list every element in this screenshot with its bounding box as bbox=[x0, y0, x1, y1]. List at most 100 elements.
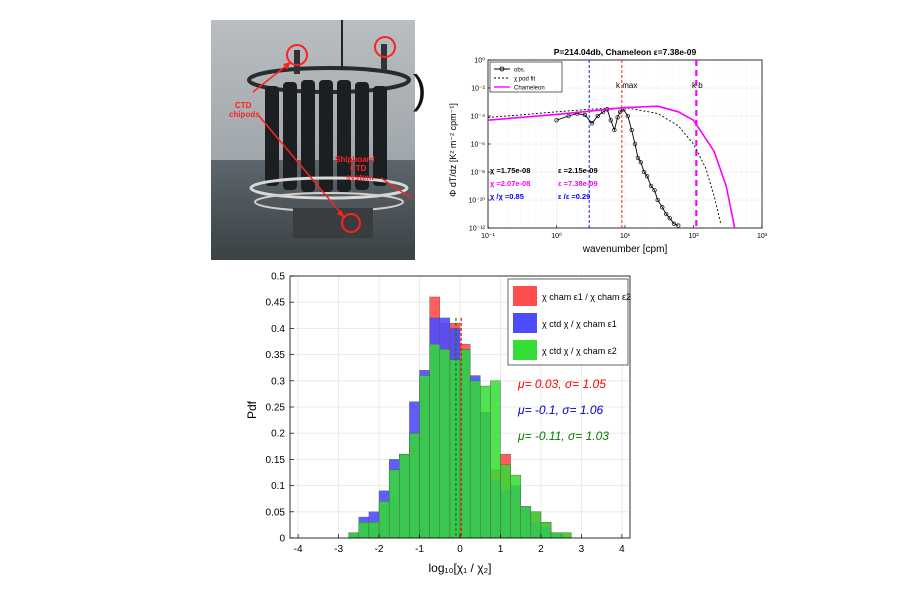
histogram-y-label: Pdf bbox=[245, 400, 259, 419]
histogram-bar-2 bbox=[439, 349, 451, 539]
legend-swatch-ctd-eps2 bbox=[513, 340, 537, 360]
histogram-bar-2 bbox=[480, 385, 491, 539]
spectrum-point bbox=[641, 169, 647, 175]
stats-blue: μ= -0.1, σ= 1.06 bbox=[517, 403, 604, 417]
spectrum-point bbox=[625, 113, 630, 119]
legend-label-ctd-eps1: χ ctd χ / χ cham ε1 bbox=[542, 319, 617, 329]
histogram-y-tick-label: 0.2 bbox=[271, 429, 285, 440]
histogram-y-tick-label: 0.35 bbox=[266, 350, 286, 361]
spectrum-chart: P=214.04db, Chameleon ε=7.38e-09 10⁻¹ 10⁰… bbox=[448, 47, 768, 255]
spectrum-y-tick-label: 10⁻¹⁰ bbox=[468, 197, 485, 205]
histogram-bar-2 bbox=[469, 380, 481, 539]
histogram-x-tick-label: -3 bbox=[334, 544, 343, 555]
spectrum-legend: obs. χ pod fit Chameleon bbox=[489, 61, 563, 93]
spectrum-series-0 bbox=[556, 108, 679, 226]
histogram-bar-2 bbox=[378, 501, 390, 539]
spectrum-title: P=214.04db, Chameleon ε=7.38e-09 bbox=[554, 47, 697, 57]
histogram-bar-2 bbox=[429, 343, 440, 539]
system-label-line3: system bbox=[346, 173, 374, 182]
ctd-photo: CTD chipods Shipboard CTD system bbox=[211, 20, 415, 260]
spectrum-x-tick-label: 10¹ bbox=[620, 233, 631, 240]
spectrum-y-tick-label: 10⁻² bbox=[471, 86, 485, 93]
spectrum-point bbox=[589, 121, 595, 126]
kb-label: k b bbox=[692, 81, 703, 90]
spectrum-series-2 bbox=[487, 105, 736, 229]
stats-green: μ= -0.11, σ= 1.03 bbox=[517, 429, 609, 443]
legend-swatch-cham-ratio bbox=[513, 286, 537, 306]
spectrum-y-tick-label: 10⁻⁸ bbox=[471, 170, 485, 177]
spectrum-y-tick-label: 10⁻⁴ bbox=[471, 114, 486, 121]
spectrum-x-tick-label: 10⁻¹ bbox=[481, 233, 495, 240]
histogram-bar-2 bbox=[500, 464, 511, 539]
histogram-y-tick-label: 0.15 bbox=[266, 455, 286, 466]
histogram-y-tick-label: 0.5 bbox=[271, 272, 285, 283]
histogram-y-tick-label: 0.4 bbox=[271, 324, 285, 335]
histogram-bar-2 bbox=[358, 522, 370, 539]
spectrum-point bbox=[595, 113, 600, 119]
histogram-x-tick-label: 2 bbox=[538, 544, 544, 555]
histogram-bar-2 bbox=[490, 380, 501, 539]
kmax-label: k max bbox=[616, 81, 637, 90]
spectrum-y-tick-label: 10⁰ bbox=[474, 57, 485, 65]
legend-swatch-ctd-eps1 bbox=[513, 313, 537, 333]
spectrum-x-tick-label: 10⁰ bbox=[551, 232, 562, 240]
spectrum-point bbox=[652, 188, 657, 193]
spectrum-point bbox=[667, 216, 672, 221]
histogram-bar-2 bbox=[530, 511, 542, 539]
spectrum-point bbox=[635, 155, 641, 161]
histogram-chart: -4 -3 -2 -1 0 1 2 3 4 0 0.05 0.1 0.15 0.2 0.25 0.3 0.35… bbox=[245, 272, 631, 576]
spectrum-series-1 bbox=[487, 107, 722, 224]
legend-label-ctd-eps2: χ ctd χ / χ cham ε2 bbox=[542, 346, 617, 356]
histogram-bar-2 bbox=[368, 522, 380, 539]
spectrum-legend-chameleon: Chameleon bbox=[514, 86, 545, 92]
spectrum-annotations: χ =1.75e-08 ε =2.15e-09 χ =2.07e-08 ε =7… bbox=[490, 166, 598, 201]
histogram-bar-2 bbox=[348, 532, 360, 539]
spectrum-point bbox=[638, 160, 643, 165]
histogram-y-tick-label: 0.1 bbox=[271, 481, 285, 492]
spectrum-x-tick-label: 10³ bbox=[757, 233, 768, 240]
histogram-y-tick-label: 0.25 bbox=[266, 403, 286, 414]
spectrum-annotation-chi-cham: χ =2.07e-08 bbox=[490, 179, 530, 188]
system-label-line2: CTD bbox=[350, 164, 367, 173]
system-label-line1: Shipboard bbox=[335, 155, 375, 164]
stats-red: μ= 0.03, σ= 1.05 bbox=[517, 377, 606, 391]
chipods-label-line1: CTD bbox=[235, 101, 252, 110]
spectrum-y-label: Φ dT/dz [K² m⁻² cpm⁻¹] bbox=[448, 103, 458, 197]
spectrum-x-label: wavenumber [cpm] bbox=[582, 244, 668, 255]
spectrum-point bbox=[618, 109, 623, 114]
histogram-x-tick-label: 0 bbox=[457, 544, 463, 555]
spectrum-point bbox=[660, 205, 665, 210]
histogram-bar-2 bbox=[550, 532, 562, 539]
histogram-bar-2 bbox=[409, 432, 420, 539]
histogram-legend: χ cham ε1 / χ cham ε2 χ ctd χ / χ cham ε… bbox=[507, 278, 631, 366]
histogram-y-tick-label: 0.05 bbox=[266, 507, 286, 518]
histogram-x-tick-label: 3 bbox=[579, 544, 585, 555]
histogram-y-tick-label: 0 bbox=[279, 534, 285, 545]
histogram-bar-2 bbox=[399, 453, 410, 539]
chipods-label-line2: chipods bbox=[229, 110, 260, 119]
spectrum-y-tick-label: 10⁻¹² bbox=[469, 226, 486, 233]
histogram-bar-2 bbox=[560, 532, 572, 539]
histogram-bar-2 bbox=[388, 469, 400, 539]
spectrum-point bbox=[648, 183, 654, 189]
spectrum-annotation-eps-obs: ε =2.15e-09 bbox=[558, 166, 598, 175]
spectrum-legend-fit: χ pod fit bbox=[514, 77, 535, 83]
spectrum-legend-obs: obs. bbox=[514, 68, 526, 74]
histogram-bar-2 bbox=[520, 506, 532, 539]
spectrum-point bbox=[612, 127, 617, 133]
histogram-x-tick-label: -1 bbox=[415, 544, 424, 555]
spectrum-annotation-chi-obs: χ =1.75e-08 bbox=[490, 166, 530, 175]
histogram-x-label: log₁₀[χ₁ / χ₂] bbox=[428, 561, 491, 575]
histogram-x-tick-label: -4 bbox=[294, 544, 303, 555]
spectrum-x-tick-label: 10² bbox=[688, 233, 699, 240]
histogram-x-tick-label: 1 bbox=[498, 544, 504, 555]
spectrum-point bbox=[554, 118, 559, 123]
spectrum-point bbox=[655, 197, 660, 203]
spectrum-point bbox=[664, 211, 669, 217]
histogram-bar-2 bbox=[540, 522, 552, 539]
spectrum-point bbox=[608, 118, 613, 123]
histogram-x-tick-label: -2 bbox=[375, 544, 384, 555]
spectrum-y-tick-label: 10⁻⁶ bbox=[471, 142, 485, 149]
histogram-bar-2 bbox=[510, 474, 521, 539]
histogram-x-tick-label: 4 bbox=[619, 544, 625, 555]
